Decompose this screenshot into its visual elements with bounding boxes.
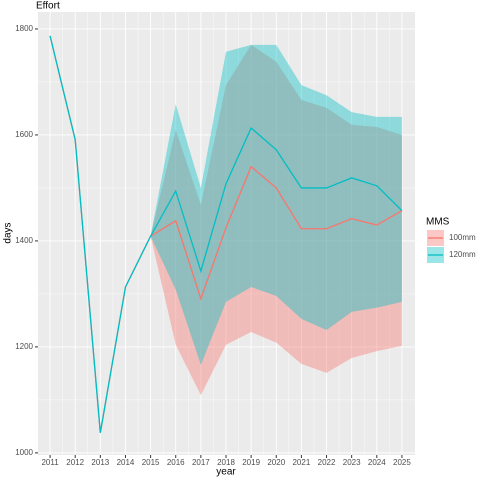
line (49, 35, 403, 433)
x-tick-label: 2014 (117, 458, 135, 467)
ribbon (150, 44, 402, 396)
y-tick-label: 1000 (15, 448, 33, 457)
x-axis-label: year (216, 467, 236, 478)
legend-label: 100mm (449, 233, 476, 242)
x-tick-label: 2022 (318, 458, 336, 467)
x-tick-label: 2018 (217, 458, 235, 467)
ribbon (150, 44, 402, 365)
legend-title: MMS (426, 217, 450, 228)
x-tick-label: 2016 (167, 458, 185, 467)
x-tick-label: 2023 (343, 458, 361, 467)
x-tick-label: 2019 (242, 458, 260, 467)
y-tick-label: 1600 (15, 130, 33, 139)
legend-label: 120mm (449, 250, 476, 259)
x-tick-label: 2015 (142, 458, 160, 467)
y-tick-label: 1400 (15, 236, 33, 245)
panel (38, 12, 415, 455)
y-tick-label: 1800 (15, 24, 33, 33)
x-tick-label: 2021 (292, 458, 310, 467)
chart-title: Effort (36, 1, 60, 12)
x-tick-label: 2020 (267, 458, 285, 467)
x-tick-label: 2017 (192, 458, 210, 467)
x-tick-label: 2011 (41, 458, 59, 467)
x-tick-label: 2012 (66, 458, 84, 467)
x-tick-label: 2024 (368, 458, 386, 467)
x-tick-label: 2025 (393, 458, 411, 467)
x-tick-label: 2013 (91, 458, 109, 467)
y-axis-label: days (3, 222, 14, 243)
y-tick-label: 1200 (15, 342, 33, 351)
